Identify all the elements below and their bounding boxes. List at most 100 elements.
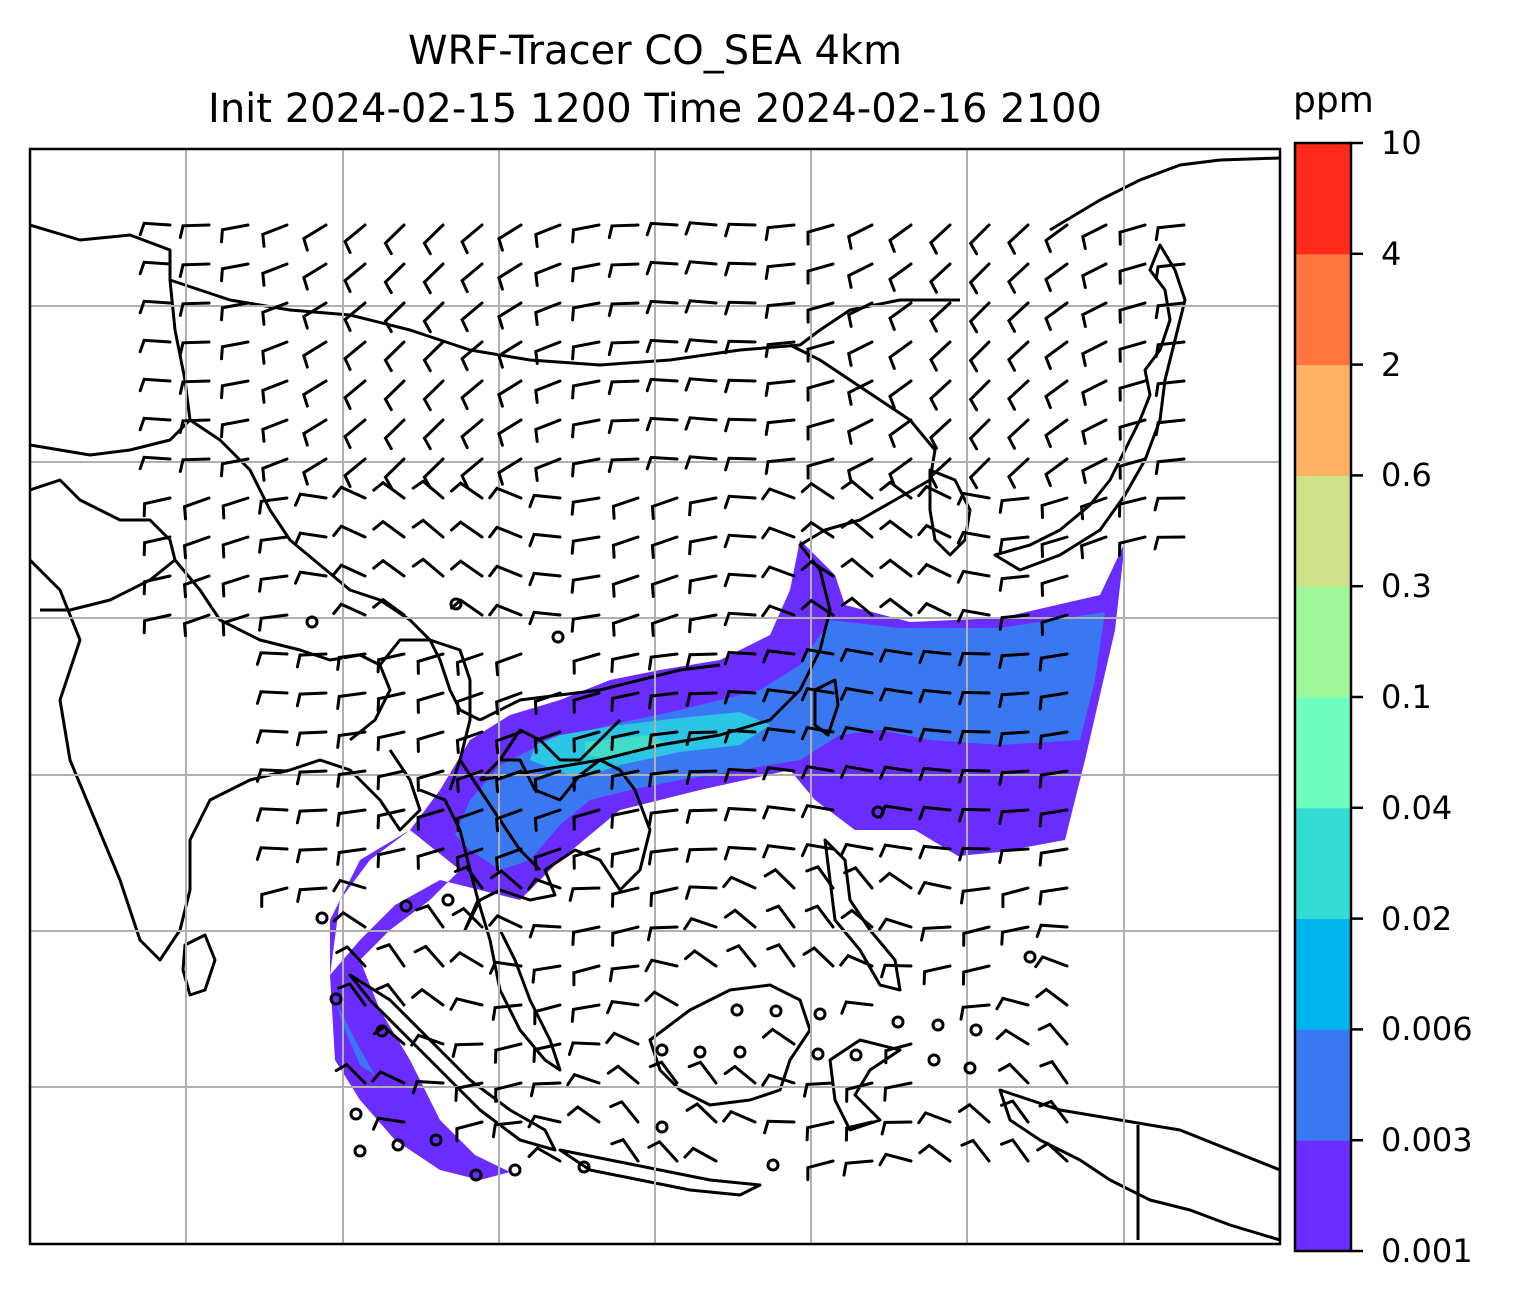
wind-barb <box>840 479 874 500</box>
calm-wind-circle <box>391 1138 405 1152</box>
wind-barb <box>182 535 211 560</box>
colorbar-tick-label: 0.3 <box>1381 567 1432 606</box>
colorbar-segment <box>1295 586 1351 698</box>
wind-barb <box>683 1146 718 1163</box>
wind-barb <box>878 871 913 890</box>
wind-barb <box>878 1152 913 1167</box>
wind-barb <box>372 480 406 500</box>
wind-barb <box>685 1102 718 1124</box>
wind-barb <box>645 299 679 315</box>
wind-barb <box>343 418 367 449</box>
wind-barb <box>723 533 757 549</box>
wind-barb <box>918 844 952 860</box>
wind-barb <box>332 910 367 929</box>
coastline-borneo <box>648 983 812 1107</box>
wind-barb <box>761 604 796 618</box>
wind-barb <box>337 982 367 1007</box>
wind-barb <box>800 765 835 780</box>
wind-barb <box>422 223 445 256</box>
plume-mid-band <box>455 612 1105 870</box>
wind-barb <box>968 379 991 412</box>
calm-wind-circle <box>469 1168 483 1182</box>
wind-barb <box>929 301 952 333</box>
wind-barb <box>684 338 718 353</box>
wind-barb <box>494 1081 523 1103</box>
wind-barb <box>998 769 1030 786</box>
map-content <box>30 149 1280 1244</box>
border-china-se <box>479 663 721 722</box>
wind-barb <box>138 455 172 471</box>
wind-barb <box>648 652 679 671</box>
wind-barb <box>968 340 991 373</box>
wind-barb <box>763 1119 796 1135</box>
wind-barb <box>416 652 445 675</box>
wind-barb <box>415 903 445 929</box>
colorbar-tick-label: 0.02 <box>1381 899 1453 938</box>
wind-barb <box>497 340 523 369</box>
wind-barb <box>1038 652 1069 672</box>
coastline-philippines <box>823 838 902 992</box>
wind-barb <box>722 875 757 890</box>
wind-barb <box>723 1064 757 1085</box>
wind-barb <box>332 602 367 617</box>
wind-barb <box>1118 535 1147 557</box>
wind-barb <box>495 769 523 794</box>
coastline-sri-lanka <box>181 933 217 997</box>
wind-barb <box>956 608 991 623</box>
wind-barb <box>413 944 445 968</box>
colorbar-tick-label: 0.006 <box>1381 1010 1473 1049</box>
wind-barb <box>650 496 679 520</box>
wind-barb <box>610 808 640 829</box>
wind-barb <box>879 765 913 780</box>
wind-barb <box>336 769 367 788</box>
wind-barb <box>372 597 406 617</box>
wind-barb <box>255 651 289 666</box>
wind-barb <box>533 808 562 832</box>
wind-barb <box>1044 223 1069 254</box>
wind-barb <box>411 987 445 1007</box>
colorbar-segment <box>1295 143 1351 255</box>
wind-barb <box>568 886 601 902</box>
wind-barb <box>383 301 406 334</box>
wind-barb <box>497 301 523 330</box>
colorbar-tick-label: 0.04 <box>1381 788 1453 827</box>
wind-barb <box>178 418 211 434</box>
wind-barb <box>998 730 1030 747</box>
wind-barb <box>956 569 991 584</box>
wind-barb <box>138 260 172 276</box>
wind-barb <box>295 730 328 747</box>
wind-barb <box>607 301 640 318</box>
wind-barb <box>917 880 952 895</box>
wind-barb <box>1040 613 1069 636</box>
wind-barb <box>422 418 445 451</box>
wind-barb <box>572 652 601 675</box>
wind-barb <box>839 842 874 857</box>
wind-barb <box>178 223 211 239</box>
wind-barb <box>454 1081 484 1102</box>
wind-barb <box>527 1146 562 1163</box>
wind-barb <box>724 417 757 433</box>
wind-barb <box>489 869 523 890</box>
wind-barb <box>685 730 718 746</box>
wind-barb <box>1118 262 1147 285</box>
tracer-plume <box>330 540 1125 1180</box>
wind-barb <box>998 652 1030 669</box>
colorbar-tick-label: 0.6 <box>1381 456 1432 495</box>
border-myanmar <box>378 638 472 791</box>
wind-barb <box>687 1060 718 1085</box>
wind-barb <box>261 340 289 365</box>
wind-barb <box>571 262 601 283</box>
wind-barb <box>605 1031 640 1046</box>
wind-barb <box>336 652 367 671</box>
wind-barb <box>648 691 679 710</box>
wind-barb <box>1154 379 1186 398</box>
wind-barb <box>302 379 328 408</box>
wind-barb <box>455 808 484 832</box>
wind-barb <box>884 1042 913 1065</box>
wind-barb <box>375 982 406 1007</box>
wind-barb <box>178 301 211 317</box>
wind-barb <box>610 730 640 751</box>
wind-barb <box>763 867 796 890</box>
wind-barb <box>611 613 640 637</box>
wind-barb <box>534 301 562 326</box>
